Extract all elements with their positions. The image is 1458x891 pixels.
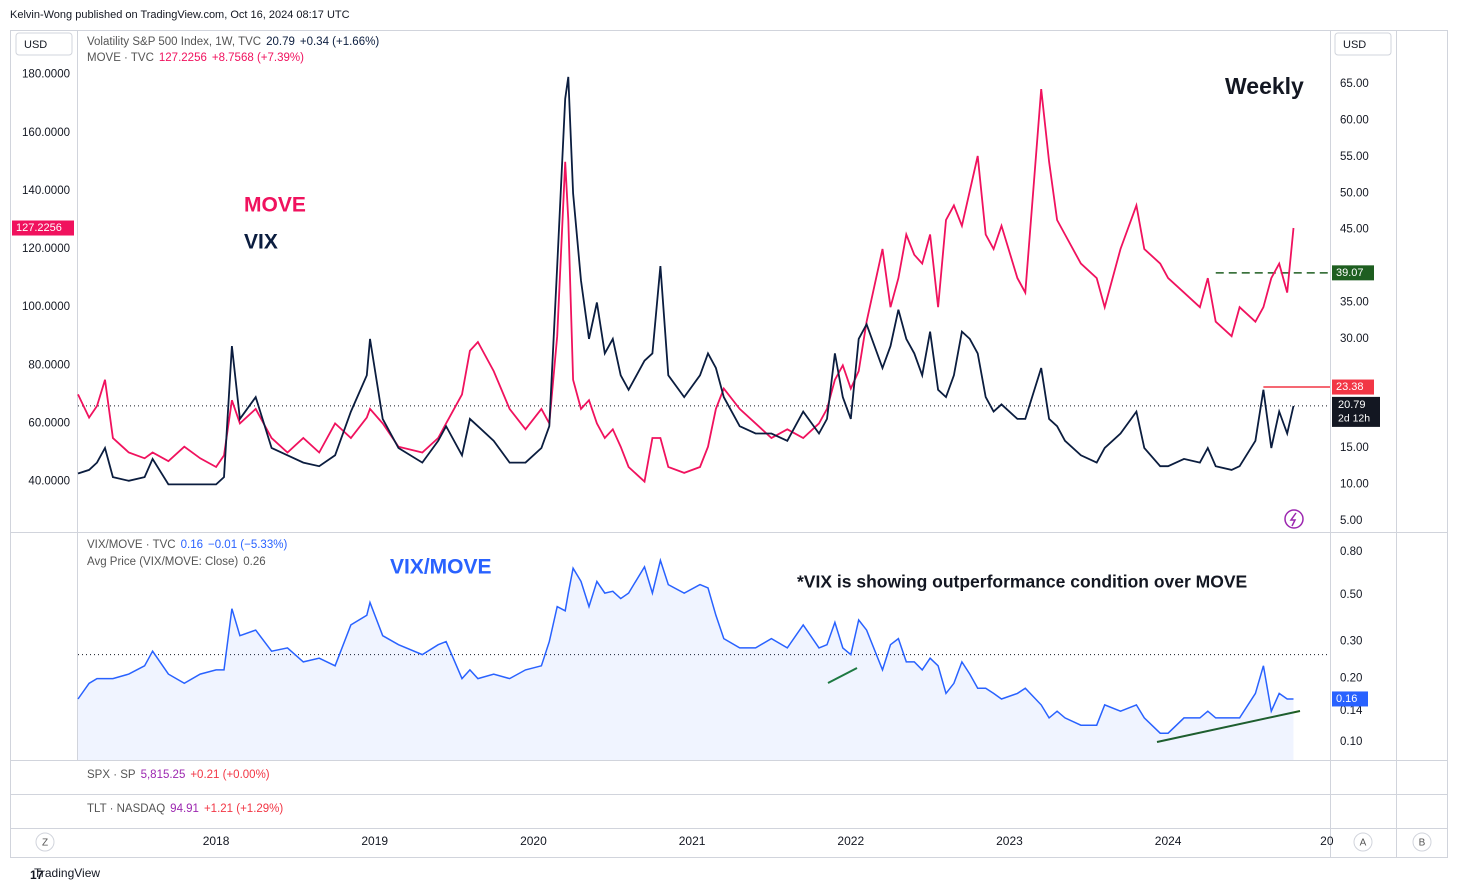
y-tick-label: 160.0000 (22, 127, 70, 139)
legend-text: 127.2256 (158, 52, 207, 64)
legend-text: SPX · SP (87, 769, 136, 781)
annotation: Weekly (1225, 73, 1304, 99)
legend-text: 5,815.25 (140, 769, 186, 781)
scale-button[interactable] (35, 832, 55, 852)
header: Kelvin-Wong published on TradingView.com… (10, 9, 350, 21)
y-tick-label: 0.14 (1340, 705, 1363, 717)
last-price-bg (1332, 396, 1380, 427)
y-tick-label: 100.0000 (22, 301, 70, 313)
logo-mark: 17 (30, 868, 44, 882)
y2-tick-label: 60.00 (1340, 115, 1369, 127)
annotation: VIX/MOVE (390, 556, 492, 579)
x-tick-label: 2018 (203, 834, 230, 848)
legend-text: 0.26 (243, 556, 266, 568)
frame (10, 30, 1448, 858)
legend-text: MOVE · TVC (87, 52, 154, 64)
y-tick-label: 60.0000 (28, 417, 70, 429)
x-tick-label: 2019 (361, 834, 388, 848)
y-tick-label: 40.0000 (28, 476, 70, 488)
x-tick-label: 20 (1320, 834, 1334, 848)
legend-text: 94.91 (170, 803, 199, 815)
y-tick-label: 80.0000 (28, 359, 70, 371)
currency-button[interactable] (15, 32, 73, 56)
legend-text: 0.16 (180, 539, 203, 551)
legend-text: −0.01 (−5.33%) (208, 539, 288, 551)
y2-tick-label: 35.00 (1340, 297, 1369, 309)
scale-button[interactable] (1353, 832, 1373, 852)
legend-row: Avg Price (VIX/MOVE: Close) 0.26 (87, 556, 271, 568)
y2-tick-label: 10.00 (1340, 478, 1369, 490)
currency-label: USD (1343, 39, 1366, 51)
level-label-bg (1332, 265, 1374, 281)
alert-icon[interactable] (1284, 509, 1304, 529)
y2-tick-label: 55.00 (1340, 151, 1369, 163)
annotation: VIX (244, 231, 278, 254)
legend-row: SPX · SP 5,815.25 +0.21 (+0.00%) (87, 769, 275, 781)
x-tick-label: 2022 (837, 834, 864, 848)
level-label: 39.07 (1336, 267, 1364, 279)
footer: TradingView (34, 866, 100, 880)
y-tick-label: 0.30 (1340, 636, 1362, 648)
series-line (77, 557, 1294, 734)
series-line (77, 76, 1295, 486)
annotation: *VIX is showing outperformance condition… (797, 572, 1247, 592)
y2-tick-label: 45.00 (1340, 224, 1369, 236)
legend-text: 20.79 (266, 36, 295, 48)
countdown-label: 2d 12h (1338, 413, 1370, 425)
alert-icon-bolt (1289, 512, 1297, 527)
currency-button[interactable] (1334, 32, 1392, 56)
last-price-label: 20.79 (1338, 399, 1366, 411)
y2-tick-label: 30.00 (1340, 333, 1369, 345)
legend-row: TLT · NASDAQ 94.91 +1.21 (+1.29%) (87, 803, 288, 815)
last-price-label: 127.2256 (16, 222, 62, 234)
currency-label: USD (24, 39, 47, 51)
x-tick-label: 2021 (679, 834, 706, 848)
y-tick-label: 120.0000 (22, 243, 70, 255)
scale-button[interactable] (1412, 832, 1432, 852)
series-line (77, 89, 1295, 484)
y-tick-label: 0.50 (1340, 589, 1362, 601)
y-tick-label: 180.0000 (22, 69, 70, 81)
x-tick-label: 2023 (996, 834, 1023, 848)
y2-tick-label: 15.00 (1340, 442, 1369, 454)
legend-row: Volatility S&P 500 Index, 1W, TVC 20.79 +0… (87, 36, 384, 48)
legend-text: +8.7568 (+7.39%) (211, 52, 304, 64)
y2-tick-label: 5.00 (1340, 515, 1362, 527)
legend-text: +1.21 (+1.29%) (203, 803, 284, 815)
series-area (78, 560, 1294, 760)
legend-text: Avg Price (VIX/MOVE: Close) (87, 556, 239, 568)
trendline (1156, 710, 1301, 743)
y2-tick-label: 65.00 (1340, 78, 1369, 90)
level-label-bg (1332, 379, 1374, 395)
y-tick-label: 0.10 (1340, 736, 1362, 748)
scale-button-label: B (1419, 838, 1426, 849)
legend-text: +0.21 (+0.00%) (190, 769, 270, 781)
y-tick-label: 0.80 (1340, 546, 1362, 558)
legend-text: Volatility S&P 500 Index, 1W, TVC (87, 36, 262, 48)
y-tick-label: 140.0000 (22, 185, 70, 197)
last-price-label-bg (12, 220, 74, 236)
scale-button-label: Z (42, 838, 48, 849)
x-tick-label: 2024 (1155, 834, 1182, 848)
y-tick-label: 0.20 (1340, 673, 1362, 685)
legend-row: VIX/MOVE · TVC 0.16 −0.01 (−5.33%) (87, 539, 292, 551)
last-price-label-bg (1332, 691, 1368, 707)
legend-row: MOVE · TVC 127.2256 +8.7568 (+7.39%) (87, 52, 309, 64)
legend-text: VIX/MOVE · TVC (87, 539, 176, 551)
level-label: 23.38 (1336, 381, 1364, 393)
legend-text: +0.34 (+1.66%) (299, 36, 380, 48)
x-tick-label: 2020 (520, 834, 547, 848)
y2-tick-label: 50.00 (1340, 187, 1369, 199)
annotation: MOVE (244, 194, 306, 217)
last-price-label: 0.16 (1336, 693, 1357, 705)
trendline (827, 667, 858, 684)
scale-button-label: A (1360, 838, 1367, 849)
legend-text: TLT · NASDAQ (87, 803, 166, 815)
